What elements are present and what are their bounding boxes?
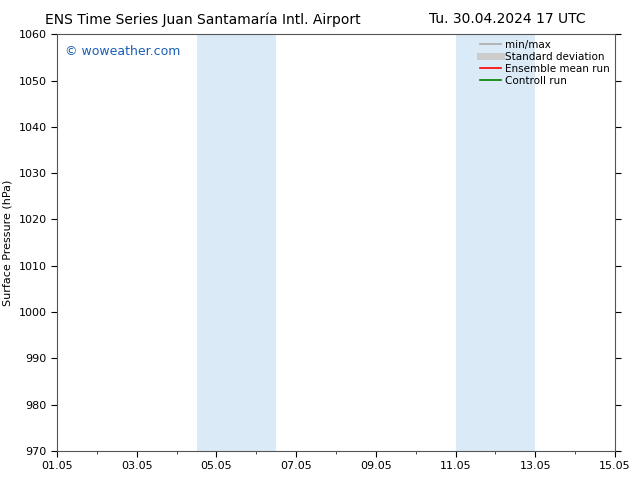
- Text: © woweather.com: © woweather.com: [65, 45, 181, 58]
- Bar: [197, 34, 276, 451]
- Y-axis label: Surface Pressure (hPa): Surface Pressure (hPa): [3, 179, 13, 306]
- Legend: min/max, Standard deviation, Ensemble mean run, Controll run: min/max, Standard deviation, Ensemble me…: [477, 36, 613, 89]
- Text: ENS Time Series Juan Santamaría Intl. Airport: ENS Time Series Juan Santamaría Intl. Ai…: [45, 12, 361, 27]
- Text: Tu. 30.04.2024 17 UTC: Tu. 30.04.2024 17 UTC: [429, 12, 586, 26]
- Bar: [456, 34, 535, 451]
